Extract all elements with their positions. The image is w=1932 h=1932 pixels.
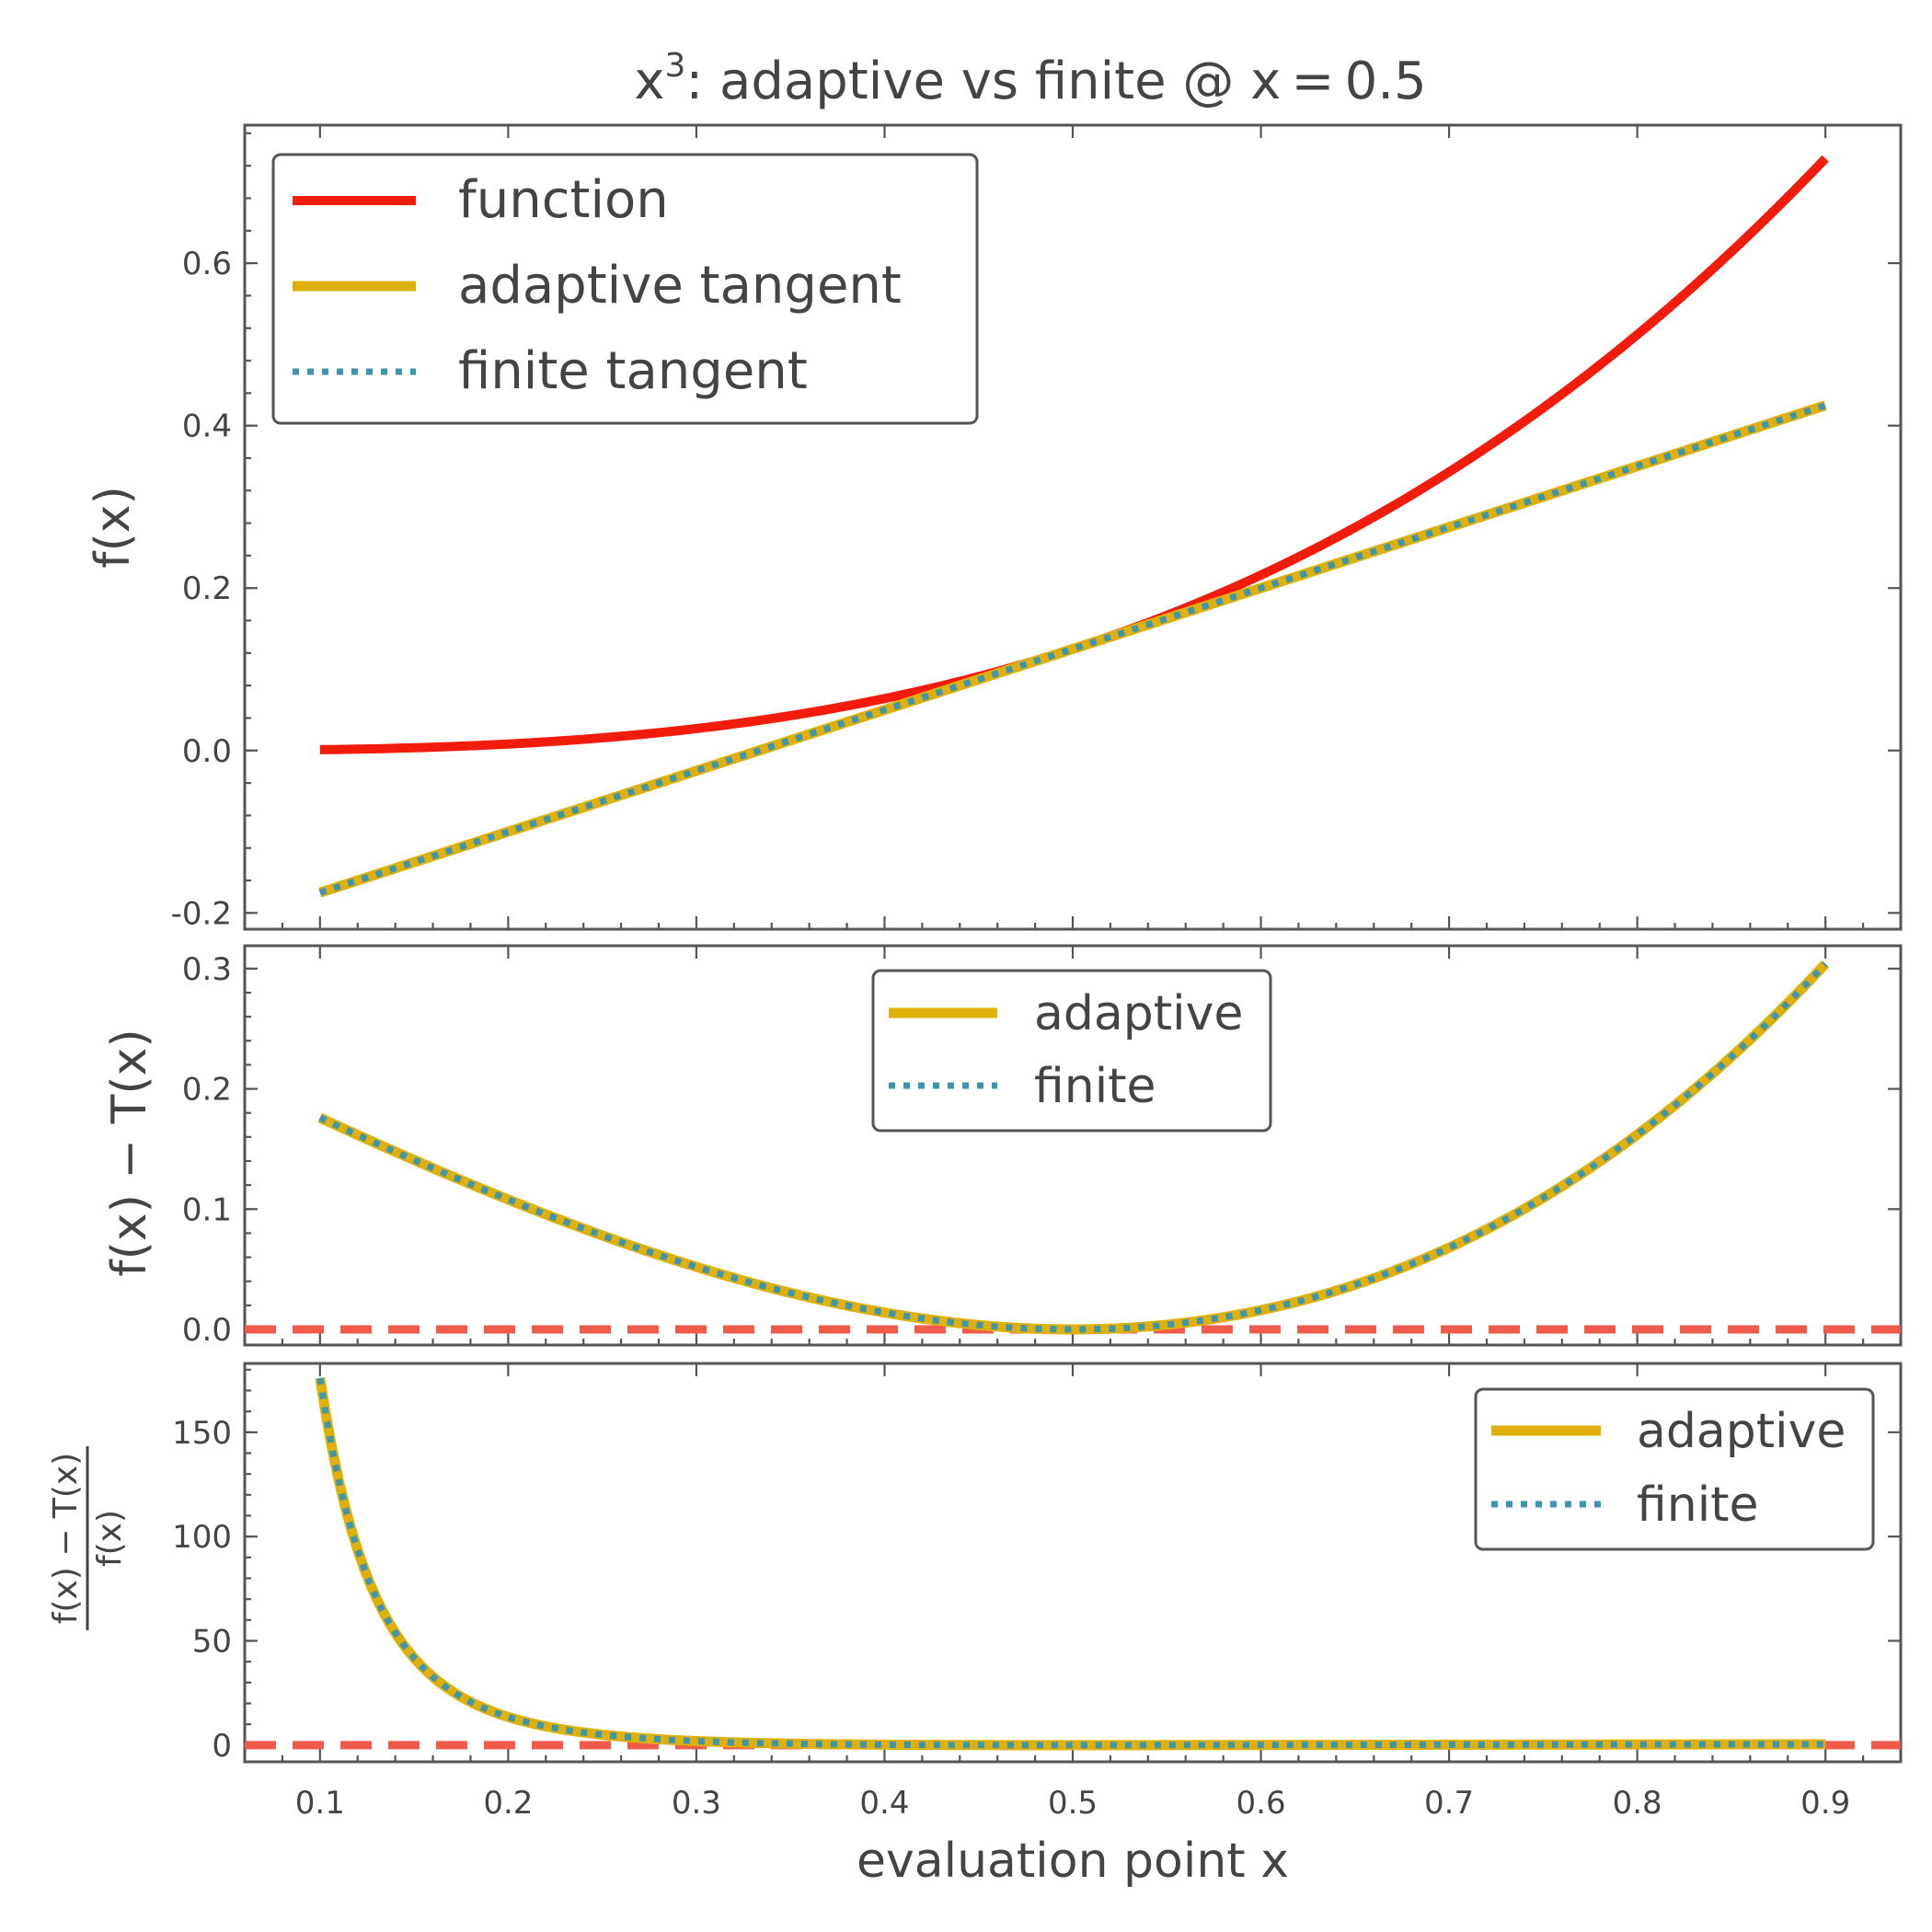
x-tick-label: 0.5 bbox=[1048, 1785, 1098, 1822]
bottom-ylabel-denominator: f(x) bbox=[91, 1510, 129, 1567]
panel-top: -0.2 0.0 0.2 0.4 0.6 function adaptive tangent… bbox=[171, 123, 1903, 932]
y-tick-label: 0.2 bbox=[182, 570, 232, 607]
x-tick-label: 0.9 bbox=[1800, 1785, 1850, 1822]
legend: function adaptive tangent finite tangent bbox=[271, 153, 979, 425]
legend-label: adaptive bbox=[1034, 986, 1243, 1041]
x-tick-label: 0.2 bbox=[483, 1785, 533, 1822]
x-tick-label: 0.7 bbox=[1424, 1785, 1474, 1822]
y-tick-label: 50 bbox=[192, 1624, 232, 1661]
series-line-adaptive bbox=[317, 960, 1830, 1335]
middle-ylabel: f(x) − T(x) bbox=[102, 1029, 157, 1276]
legend-label: finite tangent bbox=[458, 341, 808, 401]
y-tick-label: 0.6 bbox=[182, 246, 232, 282]
panel-middle: 0.0 0.1 0.2 0.3 adaptive finite bbox=[182, 944, 1903, 1349]
panel-bottom: 0 50 100 150 0.1 0.2 0.3 0.4 0.5 0.6 0.7 0.8 0.9 adap… bbox=[172, 1362, 1903, 1822]
legend-box bbox=[271, 153, 979, 425]
legend-label: finite bbox=[1034, 1059, 1156, 1114]
x-tick-label: 0.8 bbox=[1613, 1785, 1662, 1822]
legend-label: function bbox=[458, 170, 669, 230]
x-tick-label: 0.3 bbox=[672, 1785, 721, 1822]
x-axis-title: evaluation point x bbox=[857, 1834, 1289, 1889]
y-tick-label: 150 bbox=[172, 1415, 232, 1452]
x-tick-label: 0.4 bbox=[859, 1785, 909, 1822]
title-superscript: 3 bbox=[664, 47, 685, 85]
series-line-adaptive-tangent bbox=[318, 400, 1827, 898]
title-rest: : adaptive vs finite @ x = 0.5 bbox=[685, 52, 1426, 111]
legend: adaptive finite bbox=[1474, 1387, 1875, 1551]
y-tick-label: 0.0 bbox=[182, 1312, 232, 1349]
y-tick-label: 0.0 bbox=[182, 733, 232, 770]
legend-label: adaptive bbox=[1637, 1404, 1846, 1459]
y-tick-label: 0 bbox=[212, 1728, 232, 1765]
top-ylabel: f(x) bbox=[86, 486, 141, 569]
y-tick-label: 0.1 bbox=[182, 1191, 232, 1228]
y-tick-label: 0.3 bbox=[182, 951, 232, 988]
bottom-ylabel: f(x) − T(x) f(x) bbox=[47, 1446, 129, 1630]
y-tick-label: 100 bbox=[172, 1519, 232, 1556]
figure-title: x3: adaptive vs finite @ x = 0.5 bbox=[634, 47, 1426, 111]
y-tick-label: 0.2 bbox=[182, 1072, 232, 1109]
x-tick-label: 0.6 bbox=[1236, 1785, 1286, 1822]
y-tick-label: 0.4 bbox=[182, 408, 232, 445]
legend-label: adaptive tangent bbox=[458, 256, 902, 316]
title-base: x bbox=[634, 52, 664, 111]
y-tick-label: -0.2 bbox=[171, 895, 232, 932]
legend: adaptive finite bbox=[871, 969, 1272, 1133]
bottom-ylabel-numerator: f(x) − T(x) bbox=[47, 1453, 85, 1625]
series-line-finite bbox=[316, 1377, 1826, 1749]
legend-label: finite bbox=[1637, 1478, 1759, 1533]
x-tick-label: 0.1 bbox=[295, 1785, 345, 1822]
